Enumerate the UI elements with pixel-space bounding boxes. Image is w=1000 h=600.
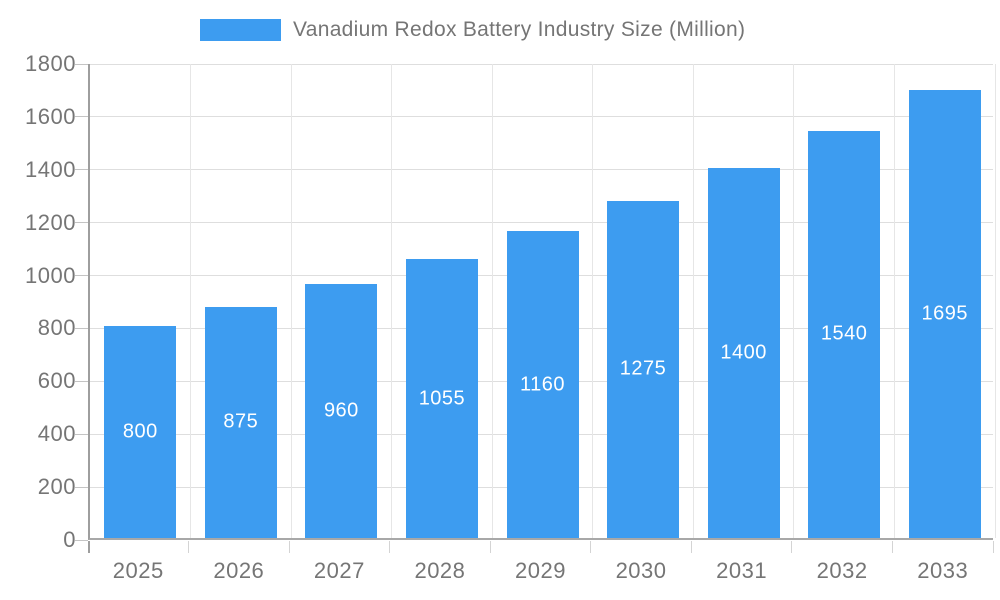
x-axis-label: 2029	[515, 558, 566, 583]
bar-value-label: 960	[323, 399, 359, 422]
y-axis-tick	[75, 275, 88, 277]
y-axis-tick	[75, 169, 88, 171]
x-gridline	[491, 64, 493, 538]
x-axis-tick	[87, 541, 90, 553]
y-axis-label: 1400	[25, 156, 76, 182]
y-gridline	[90, 169, 993, 171]
x-axis-tick	[590, 541, 592, 553]
y-gridline	[90, 222, 993, 224]
x-axis-tick	[992, 541, 994, 553]
y-axis-tick	[75, 327, 88, 329]
y-axis-tick	[75, 380, 88, 382]
y-axis-label: 600	[37, 368, 76, 394]
bar-2031[interactable]: 1400	[707, 167, 780, 538]
x-gridline	[994, 64, 996, 538]
x-axis-label: 2030	[615, 558, 667, 583]
x-axis-label: 2033	[917, 558, 969, 583]
y-axis-label: 1200	[25, 209, 76, 235]
y-axis-label: 800	[37, 315, 76, 341]
bar-value-label: 1400	[720, 341, 767, 364]
y-axis-label: 1600	[25, 103, 76, 129]
bar-2029[interactable]: 1160	[506, 231, 579, 538]
x-axis-label: 2025	[112, 558, 164, 583]
x-axis-tick	[489, 541, 491, 553]
x-axis-label: 2026	[213, 558, 265, 583]
bar-value-label: 1540	[820, 322, 868, 345]
x-axis-tick	[288, 541, 290, 553]
x-gridline	[692, 64, 694, 538]
x-gridline	[391, 64, 393, 538]
y-axis-tick	[75, 486, 88, 488]
bar-value-label: 875	[223, 410, 259, 433]
y-axis-label: 400	[37, 421, 76, 447]
bar-2026[interactable]: 875	[204, 306, 277, 538]
y-axis-label: 1800	[25, 51, 76, 76]
x-gridline	[290, 64, 292, 538]
x-axis-tick	[891, 541, 893, 553]
x-axis-label: 2028	[414, 558, 466, 583]
x-axis-label: 2031	[716, 558, 768, 583]
x-axis-tick	[389, 541, 391, 553]
bar-value-label: 1160	[519, 373, 565, 396]
x-gridline	[190, 64, 192, 538]
bar-2033[interactable]: 1695	[908, 89, 981, 538]
bar-value-label: 800	[122, 420, 158, 443]
x-gridline	[893, 64, 895, 538]
y-axis-label: 200	[37, 474, 76, 500]
bar-2028[interactable]: 1055	[405, 259, 478, 538]
plot-area: 800 875 960 1055 1160 1275 1400 1540 1695	[88, 63, 996, 540]
bar-2030[interactable]: 1275	[607, 200, 680, 538]
legend-label: Vanadium Redox Battery Industry Size (Mi…	[293, 18, 746, 41]
bar-2032[interactable]: 1540	[808, 130, 881, 538]
x-gridline	[592, 64, 594, 538]
bar-2027[interactable]: 960	[305, 284, 378, 538]
y-axis-tick	[75, 222, 88, 224]
legend-swatch	[200, 19, 281, 41]
x-gridline	[793, 64, 795, 538]
bar-value-label: 1275	[619, 357, 667, 380]
x-axis-label: 2032	[816, 558, 868, 583]
x-axis-tick	[188, 541, 190, 553]
y-axis-tick	[75, 63, 88, 65]
x-axis-label: 2027	[313, 558, 365, 583]
bar-2025[interactable]: 800	[104, 326, 177, 538]
y-axis-label: 1000	[25, 262, 76, 288]
legend-item[interactable]: Vanadium Redox Battery Industry Size (Mi…	[200, 18, 745, 42]
x-axis-tick	[690, 541, 692, 553]
y-axis-tick	[75, 116, 88, 118]
bar-value-label: 1695	[921, 302, 968, 325]
bar-value-label: 1055	[418, 387, 466, 409]
y-gridline	[90, 116, 993, 118]
y-axis-tick	[75, 539, 88, 541]
y-axis-tick	[75, 433, 88, 435]
x-axis-tick	[791, 541, 793, 553]
y-axis-label: 0	[63, 527, 76, 552]
y-gridline	[90, 63, 993, 65]
